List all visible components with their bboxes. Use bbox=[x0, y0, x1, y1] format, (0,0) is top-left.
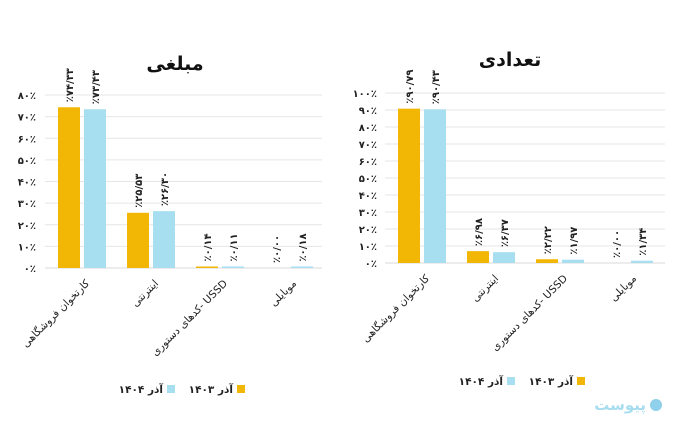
category-label: اینترنتی bbox=[469, 273, 501, 305]
chart-2: تعدادی ۰٪ ۱۰٪ ۲۰٪ ۳۰٪ ۴۰٪ ۵۰٪ ۶۰٪ ۷۰٪ ۸۰٪ ۹۰٪ ۱۰۰٪ ٪… bbox=[353, 49, 665, 388]
data-label: ٪۲/۲۲ bbox=[543, 226, 554, 254]
data-label: ٪۱/۹۷ bbox=[569, 227, 580, 255]
legend-label: آذر ۱۴۰۴ bbox=[119, 383, 164, 396]
y-tick-label: ۰٪ bbox=[365, 259, 377, 270]
legend: آذر ۱۴۰۴ آذر ۱۴۰۳ bbox=[119, 383, 245, 396]
bar bbox=[222, 266, 244, 268]
data-label: ٪۹۰/۴۳ bbox=[431, 70, 442, 104]
legend-swatch bbox=[167, 385, 175, 393]
category-label: موبایلی bbox=[268, 278, 299, 309]
y-tick-label: ۸۰٪ bbox=[18, 91, 36, 102]
bar bbox=[467, 251, 489, 263]
chart-1: مبلغی ۰٪ ۱۰٪ ۲۰٪ ۳۰٪ ۴۰٪ ۵۰٪ ۶۰٪ ۷۰٪ ۸۰٪ ٪۷۴/۳۳ ٪۷۳… bbox=[18, 53, 322, 396]
bar bbox=[127, 212, 149, 268]
legend-swatch bbox=[577, 377, 585, 385]
data-label: ٪۱/۳۴ bbox=[638, 228, 649, 256]
bar bbox=[58, 107, 80, 268]
data-label: ٪۰/۱۱ bbox=[229, 233, 240, 261]
category-label: کدهای دستوری- USSD bbox=[149, 278, 230, 359]
data-label: ٪۰/۰۰ bbox=[612, 230, 623, 258]
bar bbox=[631, 260, 653, 263]
legend-swatch bbox=[237, 385, 245, 393]
data-label: ٪۰/۰۰ bbox=[272, 235, 283, 263]
data-label: ٪۲۵/۵۳ bbox=[134, 174, 145, 208]
y-tick-label: ۹۰٪ bbox=[359, 106, 377, 117]
category-label: موبایلی bbox=[608, 273, 639, 304]
y-tick-label: ۷۰٪ bbox=[359, 140, 377, 151]
y-tick-label: ۱۰۰٪ bbox=[353, 89, 377, 100]
legend-label: آذر ۱۴۰۳ bbox=[189, 383, 234, 396]
logo-circle-icon bbox=[650, 399, 662, 411]
y-tick-label: ۳۰٪ bbox=[359, 208, 377, 219]
data-label: ٪۷۳/۴۳ bbox=[91, 70, 102, 104]
data-label: ٪۲۶/۳۰ bbox=[160, 172, 171, 206]
bar bbox=[153, 211, 175, 268]
data-label: ٪۶/۳۷ bbox=[500, 219, 511, 247]
legend-label: آذر ۱۴۰۴ bbox=[459, 375, 504, 388]
bar bbox=[493, 252, 515, 263]
bar bbox=[536, 259, 558, 263]
category-label: کارتخوان فروشگاهی bbox=[359, 272, 432, 345]
data-label: ٪۷۴/۳۳ bbox=[65, 68, 76, 102]
data-label: ٪۹۰/۷۹ bbox=[405, 69, 416, 103]
y-tick-label: ۴۰٪ bbox=[18, 178, 36, 189]
y-tick-label: ۷۰٪ bbox=[18, 113, 36, 124]
category-label: کدهای دستوری- USSD bbox=[489, 273, 570, 354]
y-tick-label: ۵۰٪ bbox=[18, 156, 36, 167]
y-tick-label: ۶۰٪ bbox=[359, 157, 377, 168]
y-tick-label: ۰٪ bbox=[24, 264, 36, 275]
bar bbox=[84, 109, 106, 268]
bar bbox=[196, 266, 218, 268]
legend: آذر ۱۴۰۴ آذر ۱۴۰۳ bbox=[459, 375, 585, 388]
bar bbox=[291, 266, 313, 268]
y-tick-label: ۵۰٪ bbox=[359, 174, 377, 185]
legend-label: آذر ۱۴۰۳ bbox=[529, 375, 574, 388]
data-label: ٪۶/۹۸ bbox=[474, 218, 485, 246]
y-tick-label: ۶۰٪ bbox=[18, 134, 36, 145]
legend-swatch bbox=[507, 377, 515, 385]
y-tick-label: ۳۰٪ bbox=[18, 199, 36, 210]
y-tick-label: ۴۰٪ bbox=[359, 191, 377, 202]
category-label: اینترنتی bbox=[129, 278, 161, 310]
y-tick-label: ۸۰٪ bbox=[359, 123, 377, 134]
y-tick-label: ۲۰٪ bbox=[18, 221, 36, 232]
category-label: کارتخوان فروشگاهی bbox=[19, 277, 92, 350]
y-tick-label: ۱۰٪ bbox=[18, 242, 36, 253]
bar bbox=[424, 109, 446, 263]
y-tick-label: ۱۰٪ bbox=[359, 242, 377, 253]
watermark-logo: پیوست bbox=[594, 396, 662, 415]
data-label: ٪۰/۱۴ bbox=[203, 233, 214, 261]
chart-title: تعدادی bbox=[479, 49, 542, 71]
chart-title: مبلغی bbox=[146, 53, 203, 75]
data-label: ٪۰/۱۸ bbox=[298, 233, 309, 261]
bar bbox=[398, 108, 420, 263]
bar bbox=[562, 259, 584, 263]
watermark-text: پیوست bbox=[594, 396, 646, 415]
y-tick-label: ۲۰٪ bbox=[359, 225, 377, 236]
